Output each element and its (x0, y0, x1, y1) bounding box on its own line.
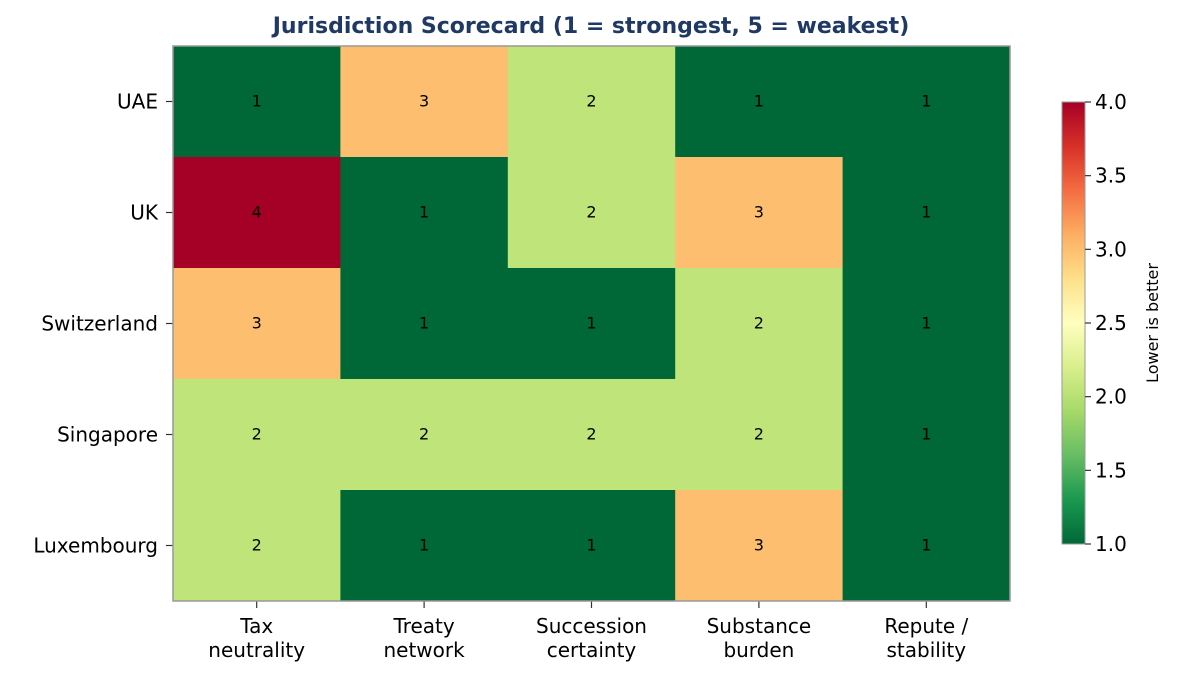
x-tick-label: Succession certainty (536, 614, 647, 662)
colorbar-tick-label: 3.5 (1095, 164, 1127, 188)
cell-value-label: 2 (252, 536, 262, 555)
cell-value-label: 1 (419, 203, 429, 222)
cell-value-label: 3 (419, 92, 429, 111)
heatmap-cell (675, 157, 844, 269)
heatmap-cell (842, 490, 1011, 602)
heatmap-cell (340, 46, 509, 158)
colorbar-tick-label: 1.5 (1095, 458, 1127, 482)
cell-value-label: 1 (419, 314, 429, 333)
cell-value-label: 1 (754, 92, 764, 111)
cell-value-label: 2 (586, 203, 596, 222)
heatmap-cell (507, 490, 676, 602)
heatmap-cell (675, 268, 844, 380)
cell-value-label: 2 (252, 425, 262, 444)
cell-value-label: 2 (419, 425, 429, 444)
y-tick-label: Switzerland (41, 312, 158, 336)
heatmap-cell (173, 157, 341, 269)
heatmap-cell (507, 379, 676, 491)
y-tick-label: Luxembourg (33, 534, 158, 558)
y-tick-label: UAE (117, 90, 158, 114)
cell-value-label: 1 (252, 92, 262, 111)
x-tick-label: Tax neutrality (208, 614, 305, 662)
heatmap-cell (675, 46, 844, 158)
heatmap-cell (340, 379, 509, 491)
colorbar-gradient (1061, 101, 1086, 545)
heatmap-cell (173, 46, 341, 158)
cell-value-label: 3 (754, 536, 764, 555)
cell-value-label: 1 (921, 536, 931, 555)
cell-value-label: 1 (419, 536, 429, 555)
heatmap-cell (173, 268, 341, 380)
plot-frame (172, 45, 1011, 602)
cell-value-label: 2 (586, 92, 596, 111)
heatmap-cell (173, 490, 341, 602)
colorbar-tick-label: 1.0 (1095, 532, 1127, 556)
chart-title: Jurisdiction Scorecard (1 = strongest, 5… (271, 14, 910, 39)
cell-value-label: 2 (754, 314, 764, 333)
cell-value-label: 1 (586, 314, 596, 333)
cell-value-label: 1 (921, 92, 931, 111)
colorbar-tick-label: 3.0 (1095, 237, 1127, 261)
cell-value-label: 4 (252, 203, 262, 222)
heatmap-cell (842, 157, 1011, 269)
colorbar-tick-label: 4.0 (1095, 90, 1127, 114)
heatmap-cell (842, 46, 1011, 158)
heatmap-cell (507, 268, 676, 380)
cell-value-label: 2 (754, 425, 764, 444)
y-axis: UAE UK Switzerland Singapore Luxembourg (33, 90, 173, 558)
heatmap-cell (507, 157, 676, 269)
cell-value-label: 1 (921, 203, 931, 222)
colorbar-label: Lower is better (1143, 263, 1162, 383)
x-tick-label: Repute / stability (884, 614, 968, 662)
cell-value-label: 3 (252, 314, 262, 333)
cell-value-label: 1 (921, 425, 931, 444)
heatmap-cell (842, 379, 1011, 491)
heatmap-cells (173, 46, 1011, 602)
cell-value-label: 1 (586, 536, 596, 555)
x-tick-label: Treaty network (383, 614, 465, 662)
cell-labels: 1 3 2 1 1 4 1 2 3 1 3 1 1 2 1 2 2 2 2 1 2 1 1 3 1 (252, 92, 932, 555)
y-tick-label: Singapore (57, 423, 158, 447)
cell-value-label: 2 (586, 425, 596, 444)
colorbar-tick-label: 2.0 (1095, 385, 1127, 409)
heatmap-cell (675, 490, 844, 602)
heatmap-cell (842, 268, 1011, 380)
x-axis: Tax neutrality Treaty network Succession cert… (208, 601, 969, 662)
heatmap-cell (340, 157, 509, 269)
cell-value-label: 3 (754, 203, 764, 222)
cell-value-label: 1 (921, 314, 931, 333)
y-tick-label: UK (130, 201, 159, 225)
colorbar-tick-label: 2.5 (1095, 311, 1127, 335)
x-tick-label: Substance burden (707, 614, 812, 662)
heatmap-cell (340, 268, 509, 380)
heatmap-cell (507, 46, 676, 158)
heatmap-cell (675, 379, 844, 491)
heatmap-cell (340, 490, 509, 602)
colorbar: 1.0 1.5 2.0 2.5 3.0 3.5 4.0 (1061, 90, 1127, 556)
heatmap-cell (173, 379, 341, 491)
